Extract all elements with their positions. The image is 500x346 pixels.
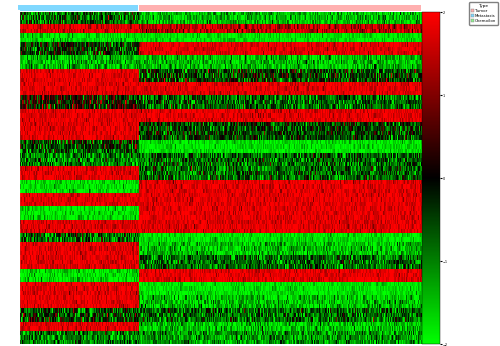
Legend: Tumor, Metastasis, Chemo/Ion: Tumor, Metastasis, Chemo/Ion <box>469 2 498 25</box>
